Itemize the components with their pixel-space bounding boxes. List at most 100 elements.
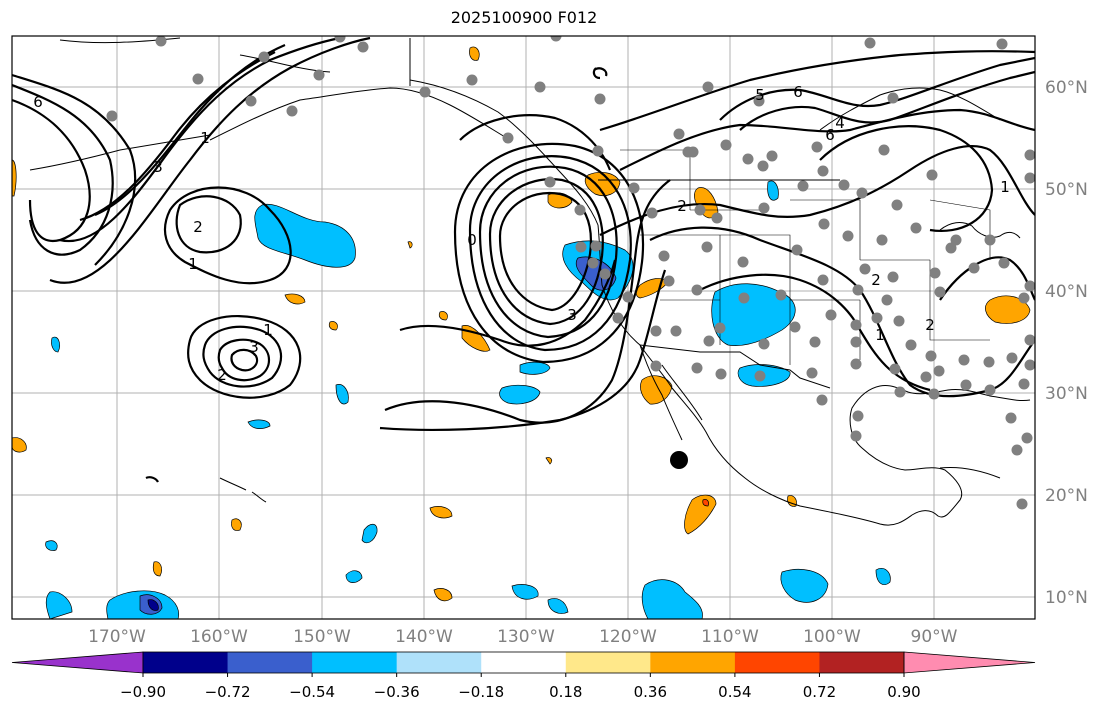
coast-gulf-ca (661, 364, 703, 421)
station-dot (766, 150, 778, 162)
coast-hudson (819, 87, 1001, 131)
contour-low-sw-2 (202, 325, 282, 388)
colorbar (11, 651, 1036, 674)
contour-label: 6 (825, 126, 835, 144)
station-dot (1016, 498, 1028, 510)
lon-label: 160°W (190, 627, 248, 647)
coast-alaska-south (209, 87, 511, 141)
station-dot (1024, 334, 1035, 346)
contour-label: 3 (249, 338, 259, 356)
shade-blue-pac3 (335, 384, 349, 405)
contour-east-5 (739, 70, 1035, 131)
coast-baja (639, 344, 683, 441)
station-dot (871, 312, 883, 324)
station-dot (650, 325, 662, 337)
station-markers (106, 36, 1035, 510)
shade-orange-baja (640, 375, 673, 405)
contour-outer-3 (399, 259, 617, 347)
shade-orange-pac3 (284, 293, 306, 305)
station-dot (258, 51, 270, 63)
map-title: 2025100900 F012 (450, 8, 598, 27)
station-dot (646, 207, 658, 219)
station-dot (694, 204, 706, 216)
station-dot (502, 132, 514, 144)
contour-high-2 (175, 195, 242, 254)
coastlines (29, 37, 1031, 526)
station-dot (958, 354, 970, 366)
station-dot (817, 165, 829, 177)
station-dot (650, 360, 662, 372)
shade-blue-gulf (254, 203, 356, 268)
contour-east-ring (649, 226, 1035, 398)
station-dot (984, 384, 996, 396)
station-dot (859, 263, 871, 275)
station-dot (757, 160, 769, 172)
colorbar-swatch (481, 652, 567, 673)
lon-label: 170°W (88, 627, 146, 647)
station-dot (622, 291, 634, 303)
contour-east-3 (599, 50, 1035, 132)
station-dot (106, 110, 118, 122)
colorbar-tick-label: −0.36 (374, 683, 420, 701)
station-dot (817, 274, 829, 286)
shade-orange-pac2 (438, 311, 448, 321)
contour-low-sw-3 (217, 338, 271, 382)
shade-blue-pac1 (499, 384, 541, 405)
contour-small-pac (145, 476, 159, 483)
contour-low-ring-2 (453, 142, 645, 364)
station-dot (797, 180, 809, 192)
contour-high-nw-2 (12, 83, 114, 256)
shade-orange-west (12, 159, 17, 197)
contour-label: 6 (793, 83, 803, 101)
station-dot (313, 69, 325, 81)
station-dot (754, 370, 766, 382)
lon-label: 130°W (497, 627, 555, 647)
contour-label: 2 (871, 271, 881, 289)
coast-alaska-north (59, 37, 331, 73)
contour-label: 3 (567, 306, 577, 324)
station-dot (968, 262, 980, 274)
contour-low-ring-1 (468, 155, 632, 352)
station-dot (628, 182, 640, 194)
station-dot (852, 410, 864, 422)
station-dot (809, 336, 821, 348)
station-dot (878, 144, 890, 156)
contour-low-ring-5 (498, 191, 592, 312)
contour-ne-ring (819, 125, 994, 233)
shade-blue-farwest (45, 591, 73, 619)
station-dot (1011, 444, 1023, 456)
station-dot (926, 169, 938, 181)
colorbar-swatch (819, 652, 905, 673)
shade-orange-pac6 (231, 518, 242, 531)
station-dot (286, 105, 298, 117)
contour-label: 5 (755, 86, 765, 104)
station-dot (850, 358, 862, 370)
station-dot (1024, 359, 1035, 371)
station-dot (1005, 412, 1017, 424)
station-dot (864, 37, 876, 49)
station-dot (1018, 292, 1030, 304)
station-dot (534, 81, 546, 93)
station-dot (825, 309, 837, 321)
latitude-labels: 60°N 50°N 40°N 30°N 20°N 10°N (1045, 78, 1088, 608)
contour-label: 2 (193, 218, 203, 236)
shade-blue-pac7 (511, 584, 539, 600)
shade-orange-pac5 (429, 506, 453, 519)
station-dot (889, 363, 901, 375)
station-dot (838, 179, 850, 191)
station-dot (357, 41, 369, 53)
border-us-mexico (639, 344, 831, 389)
station-dot (818, 218, 830, 230)
station-dot (715, 368, 727, 380)
shade-orange-ak (469, 46, 480, 61)
contour-label: 1 (1000, 178, 1010, 196)
shade-orange-pac8 (433, 588, 453, 602)
station-dot (905, 339, 917, 351)
contour-high-nw-3 (12, 73, 137, 266)
lon-label: 150°W (293, 627, 351, 647)
station-dot (587, 257, 599, 269)
station-dot (192, 73, 204, 85)
station-dot (691, 284, 703, 296)
station-dot (775, 289, 787, 301)
station-dot (791, 244, 803, 256)
